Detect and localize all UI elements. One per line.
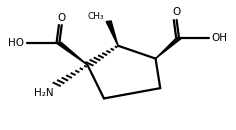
Text: CH₃: CH₃: [87, 12, 104, 21]
Polygon shape: [156, 37, 181, 59]
Polygon shape: [57, 42, 88, 65]
Text: H₂N: H₂N: [34, 87, 54, 98]
Polygon shape: [106, 21, 118, 46]
Text: O: O: [58, 13, 66, 23]
Text: O: O: [173, 7, 181, 17]
Text: HO: HO: [8, 38, 24, 48]
Text: OH: OH: [212, 33, 228, 43]
